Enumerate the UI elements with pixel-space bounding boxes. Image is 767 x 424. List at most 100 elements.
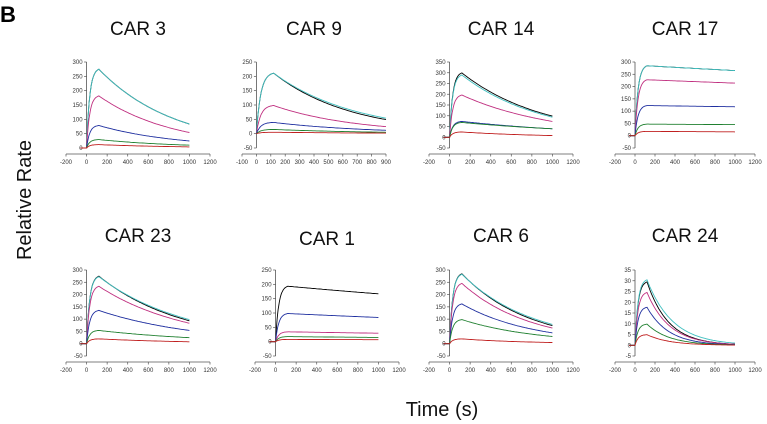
x-tick-label: 0 — [448, 368, 452, 374]
sensorgram-series — [443, 74, 553, 138]
chart-title: CAR 17 — [652, 19, 719, 40]
x-tick-label: -200 — [249, 368, 262, 374]
x-tick-label: -200 — [60, 368, 73, 374]
y-tick-label: 300 — [621, 60, 632, 66]
y-tick-label: -50 — [74, 354, 83, 360]
sensorgram-series — [269, 336, 379, 343]
sensorgram-series — [269, 285, 379, 343]
y-tick-label: 150 — [621, 97, 632, 103]
chart-panel: CAR 3 0 50 100 150 200 250 300 -200 0 200 400 600 800… — [60, 19, 217, 166]
x-tick-label: 800 — [367, 160, 378, 166]
y-tick-label: 25 — [624, 290, 631, 296]
y-tick-label: 50 — [624, 121, 631, 127]
sensorgram-series — [256, 128, 387, 135]
x-tick-label: 1000 — [372, 368, 386, 374]
sensorgram-series — [443, 282, 553, 345]
x-tick-label: 800 — [353, 368, 364, 374]
y-tick-label: 20 — [624, 300, 631, 306]
x-tick-label: 1200 — [203, 368, 217, 374]
sensorgram-series — [80, 276, 190, 345]
x-tick-label: 0 — [255, 160, 259, 166]
y-tick-label: 100 — [436, 114, 447, 120]
y-tick-label: 300 — [436, 268, 447, 274]
x-tick-label: 0 — [85, 160, 89, 166]
x-tick-label: 800 — [164, 160, 175, 166]
x-tick-label: 900 — [381, 160, 392, 166]
sensorgram-series — [80, 329, 190, 345]
x-tick-label: 100 — [266, 160, 277, 166]
sensorgram-series — [629, 334, 735, 346]
chart-title: CAR 6 — [473, 226, 529, 247]
sensorgram-series — [443, 338, 553, 345]
x-tick-label: 0 — [633, 160, 637, 166]
y-tick-label: 0 — [442, 342, 446, 348]
y-tick-label: 250 — [436, 280, 447, 286]
y-tick-label: 200 — [436, 293, 447, 299]
x-tick-label: 400 — [486, 368, 497, 374]
y-tick-label: -50 — [263, 354, 272, 360]
x-tick-label: 600 — [506, 160, 517, 166]
chart-title: CAR 14 — [468, 19, 535, 40]
x-tick-label: 200 — [280, 160, 291, 166]
y-tick-label: 150 — [242, 89, 253, 95]
x-tick-label: 1000 — [546, 368, 560, 374]
sensorgram-series — [80, 68, 190, 149]
y-tick-label: 10 — [624, 322, 631, 328]
x-tick-label: 1000 — [183, 368, 197, 374]
y-tick-label: 50 — [246, 117, 253, 123]
sensorgram-series — [269, 313, 379, 343]
x-tick-label: 200 — [650, 160, 661, 166]
x-tick-label: 600 — [143, 160, 154, 166]
x-tick-label: 600 — [506, 368, 517, 374]
sensorgram-series — [80, 144, 190, 149]
x-tick-label: 200 — [650, 368, 661, 374]
x-tick-label: 0 — [274, 368, 278, 374]
y-tick-label: 5 — [628, 333, 632, 339]
x-tick-label: 800 — [527, 368, 538, 374]
x-tick-label: 600 — [338, 160, 349, 166]
y-tick-label: -50 — [437, 354, 446, 360]
x-tick-label: 1200 — [748, 368, 762, 374]
y-tick-label: 250 — [73, 74, 84, 80]
x-tick-label: 400 — [312, 368, 323, 374]
sensorgram-series — [629, 279, 736, 346]
sensorgram-series — [255, 121, 387, 134]
y-tick-label: 150 — [262, 297, 273, 303]
y-tick-label: 35 — [624, 268, 631, 274]
x-tick-label: -200 — [609, 368, 622, 374]
chart-title: CAR 23 — [105, 226, 172, 247]
x-tick-label: 600 — [690, 160, 701, 166]
sensorgram-series — [629, 105, 736, 137]
sensorgram-series — [629, 291, 736, 346]
sensorgram-series — [80, 338, 190, 345]
y-tick-label: 150 — [436, 305, 447, 311]
sensorgram-series — [629, 281, 736, 346]
sensorgram-series — [80, 285, 190, 345]
y-tick-label: 50 — [265, 325, 272, 331]
y-tick-label: 300 — [436, 71, 447, 77]
x-tick-label: 1200 — [748, 160, 762, 166]
sensorgram-series — [629, 323, 735, 346]
x-tick-label: -200 — [423, 368, 436, 374]
y-tick-label: -5 — [626, 354, 632, 360]
x-tick-label: 700 — [352, 160, 363, 166]
y-tick-label: 200 — [73, 89, 84, 95]
y-tick-label: 0 — [79, 146, 83, 152]
x-tick-label: -200 — [423, 160, 436, 166]
x-tick-label: 400 — [123, 160, 134, 166]
x-tick-label: 800 — [710, 160, 721, 166]
x-tick-label: 800 — [164, 368, 175, 374]
x-tick-label: 200 — [102, 160, 113, 166]
sensorgram-series — [256, 131, 386, 135]
sensorgram-series — [80, 95, 190, 149]
chart-title: CAR 3 — [110, 19, 166, 40]
x-tick-label: 800 — [710, 368, 721, 374]
y-tick-label: 100 — [73, 117, 84, 123]
x-tick-label: 1000 — [728, 368, 742, 374]
x-tick-label: 1000 — [728, 160, 742, 166]
y-tick-label: 0 — [268, 340, 272, 346]
x-tick-label: 200 — [102, 368, 113, 374]
x-tick-label: 400 — [123, 368, 134, 374]
y-tick-label: -50 — [437, 146, 446, 152]
y-tick-label: 100 — [621, 109, 632, 115]
